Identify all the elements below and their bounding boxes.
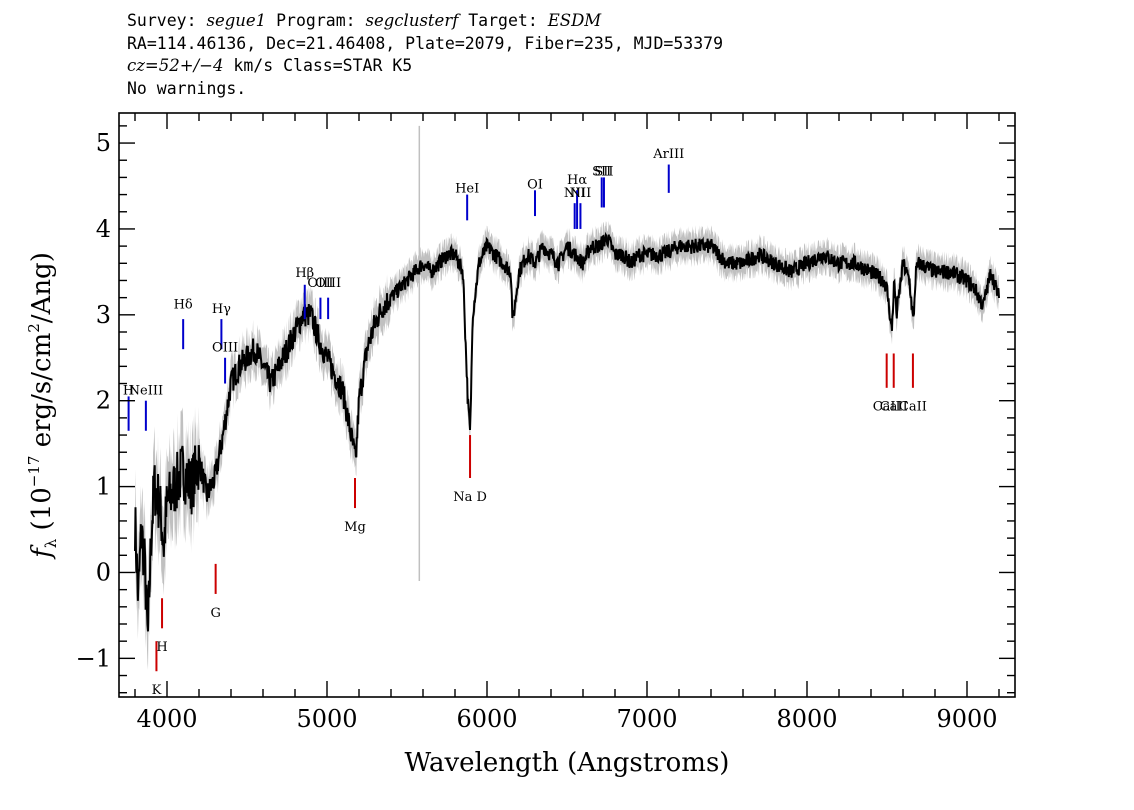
error-band-layer: [135, 125, 999, 671]
emission-line-label: OIII: [212, 340, 238, 355]
y-tick-label: 0: [96, 558, 111, 586]
program-label: Program:: [266, 11, 366, 30]
header-line-survey: Survey: segue1 Program: segclusterf Targ…: [127, 10, 723, 33]
emission-line-label: ArIII: [652, 147, 684, 162]
x-tick-label: 7000: [616, 705, 677, 733]
emission-line-label: OIII: [315, 276, 341, 291]
y-tick-label: 4: [96, 215, 111, 243]
survey-label: Survey:: [127, 11, 207, 30]
emission-line-label: NeIII: [129, 383, 163, 398]
header-line-warnings: No warnings.: [127, 78, 247, 98]
emission-line-label: Hα: [567, 173, 587, 188]
absorption-line-label: Na D: [453, 490, 487, 505]
emission-line-label: SII: [594, 164, 613, 179]
absorption-line-label: CaII: [880, 400, 908, 415]
error-band: [135, 220, 999, 671]
y-axis-title-exp2: 2: [25, 323, 43, 333]
emission-line-label: OIII: [307, 276, 333, 291]
absorption-line-label: Mg: [344, 520, 366, 535]
absorption-line-label: CaII: [873, 400, 901, 415]
target-value: ESDM: [547, 11, 602, 30]
y-axis-title-b: erg/s/cm: [27, 333, 57, 456]
emission-line-label: Hγ: [212, 302, 231, 317]
x-axis-title: Wavelength (Angstroms): [405, 748, 730, 778]
x-tick-label: 4000: [136, 705, 197, 733]
target-label: Target:: [458, 11, 548, 30]
x-tick-label: 5000: [296, 705, 357, 733]
y-axis-title-sub: λ: [42, 538, 60, 548]
x-tick-label: 8000: [776, 705, 837, 733]
header-line-class: cz=52+/−4 km/s Class=STAR K5: [127, 55, 723, 78]
x-tick-label: 9000: [936, 705, 997, 733]
spectrum-header: Survey: segue1 Program: segclusterf Targ…: [127, 10, 723, 100]
class-value: km/s Class=STAR K5: [223, 56, 413, 75]
y-axis-title-exp1: −17: [25, 456, 43, 488]
y-tick-label: 3: [96, 301, 111, 329]
emission-line-label: NII: [564, 186, 586, 201]
y-tick-label: 2: [96, 387, 111, 415]
absorption-line-label: K: [152, 683, 162, 698]
header-line-coords: RA=114.46136, Dec=21.46408, Plate=2079, …: [127, 33, 724, 53]
emission-line-label: OI: [527, 177, 543, 192]
y-tick-label: 1: [96, 473, 111, 501]
x-tick-label: 6000: [456, 705, 517, 733]
y-axis-title: fλ (10−17 erg/s/cm2/Ang): [25, 252, 60, 560]
emission-line-label: Hδ: [174, 298, 193, 313]
y-tick-label: 5: [96, 129, 111, 157]
absorption-line-label: G: [210, 606, 220, 621]
plot-frame: [118, 112, 1016, 698]
emission-line-label: H: [123, 383, 134, 398]
axes-layer: 4000 5000 6000 7000 8000 9000 −1 0 1 2 3 4 5: [76, 112, 1016, 733]
emission-line-label: NII: [570, 186, 592, 201]
emission-line-label: SII: [592, 164, 611, 179]
y-axis-title-a: (10: [27, 487, 57, 539]
absorption-line-label: H: [156, 640, 167, 655]
flux-line: [134, 231, 1000, 632]
redshift-value: cz=52+/−4: [127, 56, 224, 75]
y-tick-label: −1: [76, 644, 111, 672]
survey-value: segue1: [206, 11, 267, 30]
emission-line-label: HeI: [455, 182, 479, 197]
program-value: segclusterf: [365, 11, 459, 30]
absorption-line-label: CaII: [899, 400, 927, 415]
emission-line-label: Hβ: [295, 266, 314, 281]
y-axis-title-c: /Ang): [27, 252, 57, 323]
flux-layer: [134, 231, 1000, 632]
